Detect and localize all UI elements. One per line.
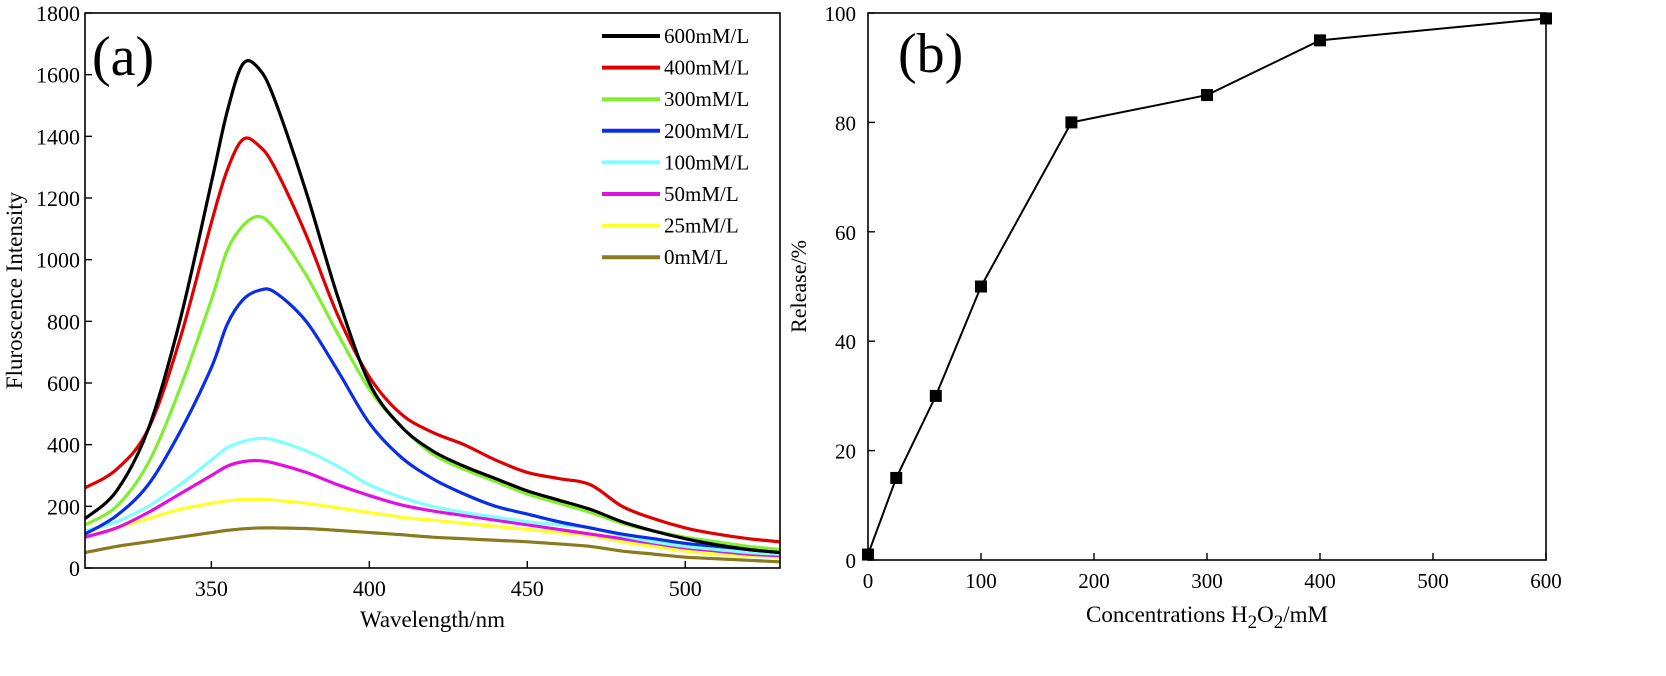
data-point-marker [862,548,874,561]
y-axis-label: Fluroscence Intensity [2,191,27,389]
x-tick-label: 300 [1191,569,1223,593]
y-tick-label: 200 [47,494,80,519]
data-point-marker [1065,116,1078,129]
x-tick-label: 450 [511,576,544,601]
series-line [867,17,1547,555]
data-point-marker [1201,89,1213,102]
y-tick-label: 60 [835,221,856,245]
data-point-marker [975,280,987,293]
y-tick-label: 1600 [36,63,80,88]
y-tick-label: 40 [835,330,856,354]
y-tick-label: 1800 [36,1,80,26]
y-tick-label: 1400 [36,124,80,149]
series-line-0mM/L [84,526,781,564]
legend-label: 0mM/L [664,245,728,269]
data-point-marker [1314,34,1326,47]
panel-label: (b) [898,23,963,85]
series-line-400mM/L [84,136,781,544]
legend-label: 50mM/L [664,182,739,206]
legend-label: 25mM/L [664,214,739,238]
y-tick-label: 1200 [36,186,80,211]
y-tick-label: 0 [69,556,80,581]
x-tick-label: 200 [1078,569,1110,593]
x-tick-label: 100 [965,569,997,593]
legend-label: 300mM/L [664,87,749,111]
y-tick-label: 0 [846,549,857,573]
series-line-100mM/L [84,436,781,556]
y-axis-label: Release/% [786,240,811,333]
series-line-200mM/L [84,287,781,555]
x-tick-label: 500 [669,576,702,601]
y-tick-label: 1000 [36,248,80,273]
panel-b-chart: 0 20 40 60 80 100 0 100 200 300 400 500 600 Concentra… [786,2,1562,633]
y-tick-label: 600 [47,371,80,396]
x-tick-label: 400 [1304,569,1336,593]
y-tick-label: 80 [835,111,856,135]
data-point-marker [890,471,903,484]
x-tick-label: 600 [1530,569,1562,593]
y-tick-label: 400 [47,433,80,458]
legend-label: 200mM/L [664,119,749,143]
legend-label: 600mM/L [664,24,749,48]
series-line-25mM/L [84,497,781,559]
panel-a-chart: 0 200 400 600 800 1000 1200 1400 1600 1800 350 400 4… [2,1,781,632]
x-axis-label: Concentrations H2O2/mM [1086,602,1328,633]
series-line-600mM/L [83,59,781,555]
legend-label: 100mM/L [664,150,749,174]
x-tick-label: 500 [1417,569,1449,593]
x-tick-label: 0 [863,569,874,593]
x-tick-label: 400 [353,576,386,601]
panel-label: (a) [92,26,154,88]
x-axis-label: Wavelength/nm [360,607,505,632]
data-point-marker [929,389,942,402]
data-point-marker [1540,12,1552,25]
y-tick-label: 100 [825,2,857,26]
legend-label: 400mM/L [664,56,749,80]
x-tick-label: 350 [195,576,228,601]
y-tick-label: 800 [47,309,80,334]
y-tick-label: 20 [835,440,856,464]
plot-frame [84,12,781,569]
